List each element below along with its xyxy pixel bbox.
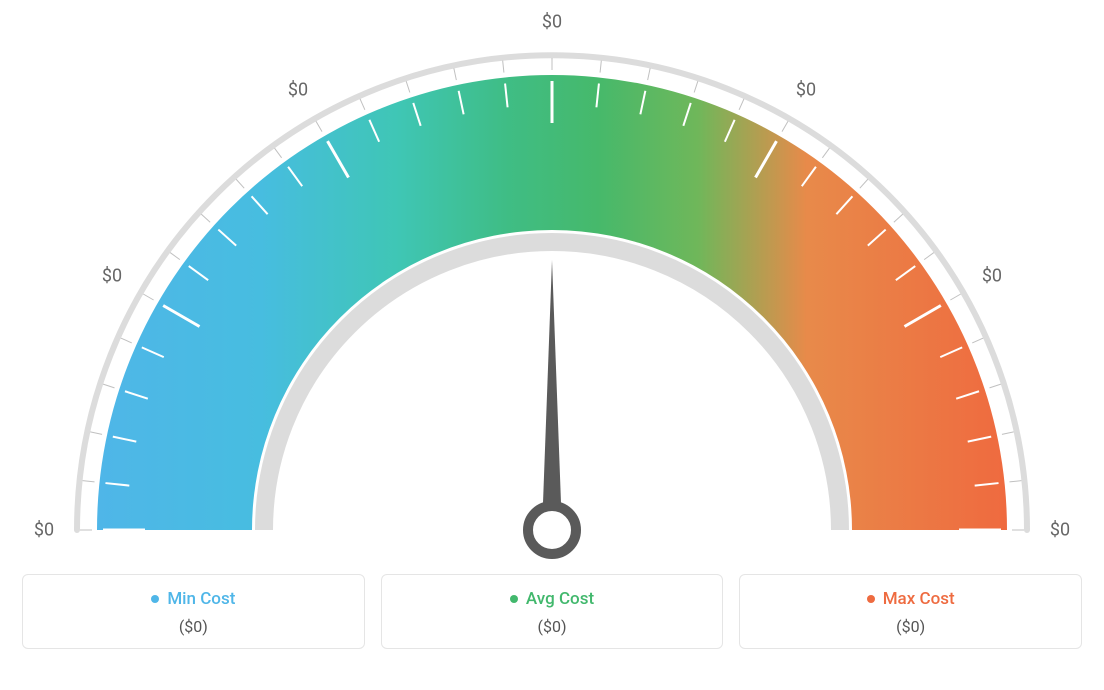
gauge-chart: $0 $0 $0 $0 $0 $0 $0 — [0, 10, 1104, 570]
legend-label-min: Min Cost — [151, 589, 235, 609]
legend-dot-max — [867, 595, 875, 603]
gauge-svg — [0, 10, 1104, 570]
gauge-scale-label: $0 — [34, 520, 54, 541]
gauge-scale-label: $0 — [102, 266, 122, 287]
legend-text-max: Max Cost — [883, 589, 955, 609]
legend-value-avg: ($0) — [537, 617, 566, 636]
legend-row: Min Cost ($0) Avg Cost ($0) Max Cost ($0… — [22, 574, 1082, 649]
legend-value-min: ($0) — [179, 617, 208, 636]
legend-text-avg: Avg Cost — [526, 589, 594, 609]
legend-label-avg: Avg Cost — [510, 589, 594, 609]
gauge-scale-label: $0 — [796, 80, 816, 101]
legend-card-min: Min Cost ($0) — [22, 574, 365, 649]
legend-label-max: Max Cost — [867, 589, 955, 609]
legend-card-max: Max Cost ($0) — [739, 574, 1082, 649]
legend-dot-min — [151, 595, 159, 603]
gauge-scale-label: $0 — [1050, 520, 1070, 541]
legend-dot-avg — [510, 595, 518, 603]
gauge-scale-label: $0 — [542, 12, 562, 33]
legend-text-min: Min Cost — [167, 589, 235, 609]
legend-card-avg: Avg Cost ($0) — [381, 574, 724, 649]
gauge-scale-label: $0 — [982, 266, 1002, 287]
legend-value-max: ($0) — [896, 617, 925, 636]
gauge-scale-label: $0 — [288, 80, 308, 101]
